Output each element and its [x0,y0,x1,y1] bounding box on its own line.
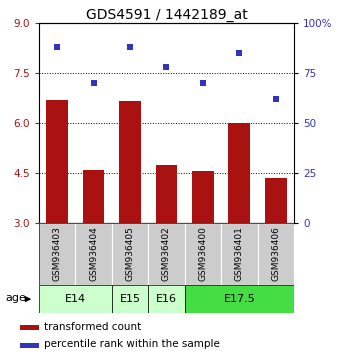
Bar [82,170,104,223]
Point [127,44,133,50]
Bar [185,285,294,313]
Bar [46,100,68,223]
Point [91,80,96,86]
Point [200,80,206,86]
Text: GSM936402: GSM936402 [162,227,171,281]
Point [237,50,242,56]
Bar [20,325,39,330]
Bar [148,223,185,285]
Text: GSM936406: GSM936406 [271,227,280,281]
Title: GDS4591 / 1442189_at: GDS4591 / 1442189_at [86,8,247,22]
Point [54,44,60,50]
Bar [221,223,258,285]
Bar [155,165,177,223]
Text: age: age [6,293,27,303]
Text: E17.5: E17.5 [223,294,255,304]
Text: GSM936404: GSM936404 [89,227,98,281]
Point [273,96,279,102]
Bar [228,123,250,223]
Bar [192,171,214,223]
Bar [112,223,148,285]
Text: GSM936400: GSM936400 [198,227,208,281]
Bar [39,285,112,313]
Bar [75,223,112,285]
Bar [258,223,294,285]
Bar [148,285,185,313]
Text: GSM936403: GSM936403 [53,227,62,281]
Text: E16: E16 [156,294,177,304]
Bar [265,178,287,223]
Text: E15: E15 [120,294,141,304]
Point [164,64,169,70]
Text: E14: E14 [65,294,86,304]
Bar [39,223,75,285]
Bar [185,223,221,285]
Bar [20,343,39,348]
Text: GSM936405: GSM936405 [125,227,135,281]
Bar [112,285,148,313]
Text: transformed count: transformed count [44,322,141,332]
Text: GSM936401: GSM936401 [235,227,244,281]
Bar [119,101,141,223]
Text: percentile rank within the sample: percentile rank within the sample [44,339,220,349]
